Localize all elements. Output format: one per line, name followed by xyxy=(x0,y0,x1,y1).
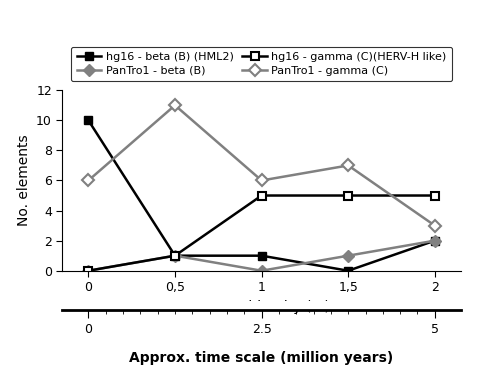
Y-axis label: No. elements: No. elements xyxy=(16,135,31,226)
Text: Approx. time scale (million years): Approx. time scale (million years) xyxy=(130,351,394,365)
Legend: hg16 - beta (B) (HML2), PanTro1 - beta (B), hg16 - gamma (C)(HERV-H like), PanTr: hg16 - beta (B) (HML2), PanTro1 - beta (… xyxy=(71,47,452,81)
X-axis label: LTR nonidentity (%): LTR nonidentity (%) xyxy=(193,300,330,314)
